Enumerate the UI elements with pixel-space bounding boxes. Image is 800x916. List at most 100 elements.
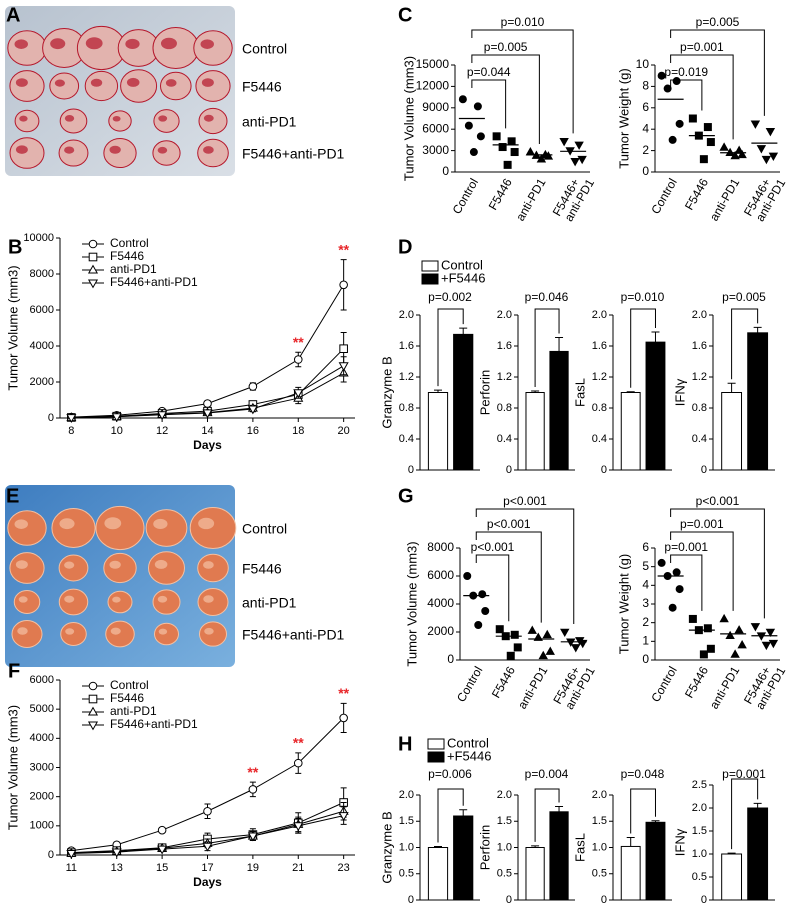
y-tick-label: 0 (506, 464, 512, 476)
tumor (189, 506, 237, 550)
tumor-spot (17, 627, 28, 635)
p-value: p<0.001 (471, 540, 515, 554)
point (570, 158, 580, 167)
tumor (9, 70, 45, 102)
point (699, 155, 708, 164)
tumor (160, 71, 192, 101)
bracket (731, 308, 759, 380)
bracket (437, 308, 464, 387)
point (703, 624, 712, 633)
y-tick-label: 1.2 (592, 371, 607, 383)
bracket (670, 531, 734, 611)
y-tick-label: 1.2 (692, 371, 707, 383)
y-tick-label: 2.0 (692, 802, 707, 814)
p-value: p=0.048 (621, 767, 665, 781)
bar (549, 350, 569, 471)
tumor (95, 505, 145, 551)
tumor-spot (15, 145, 28, 154)
point (339, 280, 348, 290)
x-tick-label: anti-PD1 (515, 664, 551, 712)
point (761, 641, 772, 651)
tumor-spot (90, 78, 103, 87)
point (706, 644, 715, 653)
significance: ** (338, 685, 349, 701)
y-tick-label: 0 (408, 894, 414, 906)
bar (453, 333, 474, 471)
x-tick-label-line: anti-PD1 (515, 664, 551, 712)
tumor-spot (160, 37, 177, 50)
photo-label: F5446 (242, 79, 282, 95)
point (293, 758, 303, 768)
p-value: p=0.010 (501, 15, 545, 29)
y-tick-label: 2000 (30, 791, 54, 803)
y-axis-label: Granzyme B (379, 811, 394, 883)
y-tick-label: 4000 (30, 732, 54, 744)
point (761, 155, 772, 165)
x-tick-label: 19 (247, 862, 259, 874)
y-tick-label: 0 (601, 894, 607, 906)
error-bar (459, 327, 468, 335)
point (481, 607, 490, 615)
tumor (84, 70, 119, 102)
y-tick-label: 3000 (422, 143, 449, 157)
p-value: p=0.001 (680, 517, 724, 531)
point (338, 362, 349, 372)
point (248, 382, 258, 391)
tumor (103, 552, 137, 584)
point (750, 623, 761, 632)
y-axis-label: Perforin (477, 370, 492, 416)
photo-label: Control (242, 521, 287, 537)
tumor (60, 622, 87, 646)
point (525, 146, 536, 156)
point (699, 650, 708, 659)
tumor-spot (14, 39, 28, 49)
bracket (630, 308, 656, 388)
y-tick-label: 6000 (30, 304, 54, 316)
y-tick-label: 12000 (416, 79, 450, 93)
point (506, 651, 515, 660)
tumor (152, 26, 200, 70)
y-tick-label: 0 (701, 894, 707, 906)
y-tick-label: 1.5 (592, 815, 607, 827)
tumor (120, 69, 158, 103)
photo-label: anti-PD1 (242, 595, 297, 611)
point (675, 119, 684, 128)
y-tick-label: 0.4 (497, 433, 512, 445)
y-tick-label: 1.5 (399, 815, 414, 827)
point (339, 713, 348, 723)
y-tick-label: 0 (447, 652, 454, 666)
point (657, 71, 666, 80)
tumor-spot (154, 559, 168, 569)
y-axis-label: Tumor Volume (mm3) (5, 705, 20, 830)
point (339, 344, 348, 353)
x-tick-label-line: Control (454, 664, 485, 705)
x-tick-label: 17 (201, 862, 213, 874)
point (577, 155, 587, 165)
x-tick-label-line: F5446 (489, 664, 518, 701)
error-bar (753, 802, 762, 808)
error-bar (626, 837, 635, 847)
panel-letter: E (6, 485, 19, 507)
y-tick-label: 0.4 (399, 433, 414, 445)
tumor (49, 72, 80, 100)
panel-letter: H (398, 733, 412, 755)
y-tick-label: 0 (48, 849, 54, 861)
y-tick-label: 1.6 (497, 340, 512, 352)
y-tick-label: 0 (701, 464, 707, 476)
tumor-spot (112, 596, 121, 603)
point (478, 590, 487, 599)
point (703, 123, 712, 132)
point (293, 389, 304, 399)
tumor (58, 139, 89, 167)
y-tick-label: 1000 (30, 820, 54, 832)
bar (747, 332, 769, 471)
point (730, 649, 740, 658)
y-tick-label: 1.0 (497, 841, 512, 853)
y-tick-label: 15000 (416, 57, 450, 71)
y-tick-label: 1.0 (399, 841, 414, 853)
tumor-spot (203, 561, 214, 569)
y-tick-label: 6000 (30, 674, 54, 686)
point (574, 141, 584, 150)
point (507, 137, 516, 146)
y-tick-label: 0 (642, 164, 649, 178)
